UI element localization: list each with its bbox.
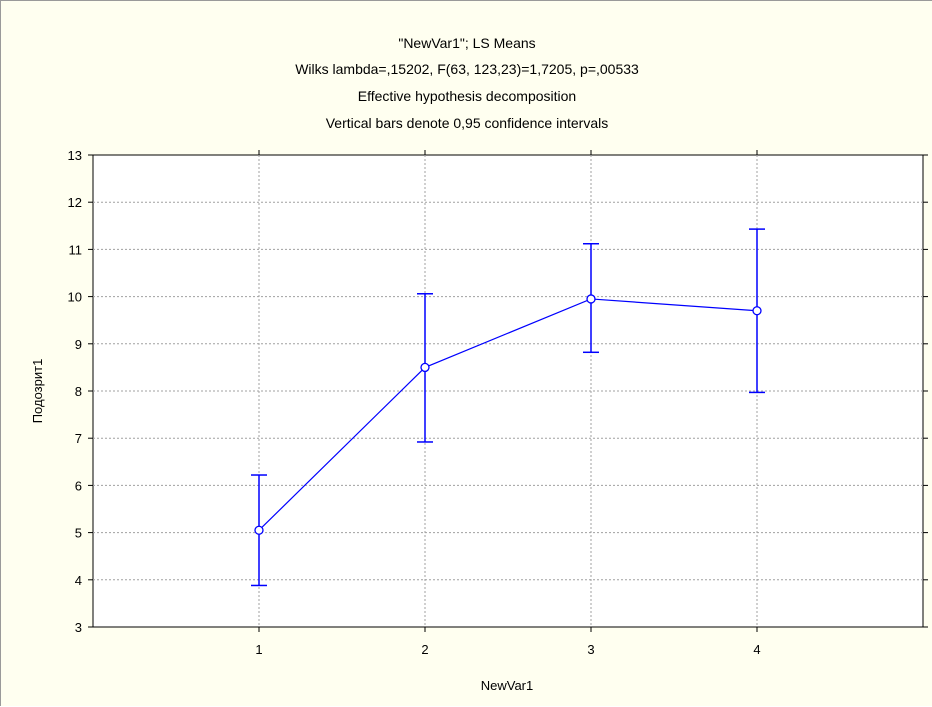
y-tick-label: 11 [69,242,83,257]
x-tick-labels: 1 2 3 4 [255,642,760,657]
data-point [752,306,762,316]
x-tick-label: 4 [753,642,760,657]
data-points [254,294,762,535]
x-tick-label: 3 [587,642,594,657]
data-point [420,362,430,373]
x-tick-label: 1 [255,642,262,657]
data-point [254,525,264,535]
y-tick-label: 7 [75,431,82,446]
y-tick-label: 4 [75,573,82,588]
data-point [586,294,596,304]
series-polyline [258,298,758,531]
y-tick-label: 6 [75,478,82,493]
y-tick-label: 3 [75,620,82,635]
x-axis-label: NewVar1 [481,678,534,693]
y-tick-labels: 3 4 5 6 7 8 9 10 11 12 13 [68,148,82,635]
axis-ticks [88,150,928,632]
x-tick-label: 2 [421,642,428,657]
plot-area [92,154,924,628]
y-tick-label: 12 [68,195,82,210]
chart-title: "NewVar1"; LS Means [398,35,536,51]
y-tick-label: 9 [75,337,82,352]
y-axis-label: Подозрит1 [30,359,45,424]
y-tick-label: 13 [68,148,82,163]
y-tick-label: 5 [75,526,82,541]
y-tick-label: 10 [68,290,82,305]
chart-subtitle-stats: Wilks lambda=,15202, F(63, 123,23)=1,720… [295,61,639,77]
chart-subtitle-ci-note: Vertical bars denote 0,95 confidence int… [325,115,609,131]
chart-subtitle-decomposition: Effective hypothesis decomposition [357,88,577,104]
series-line [258,298,758,531]
y-tick-label: 8 [75,384,82,399]
